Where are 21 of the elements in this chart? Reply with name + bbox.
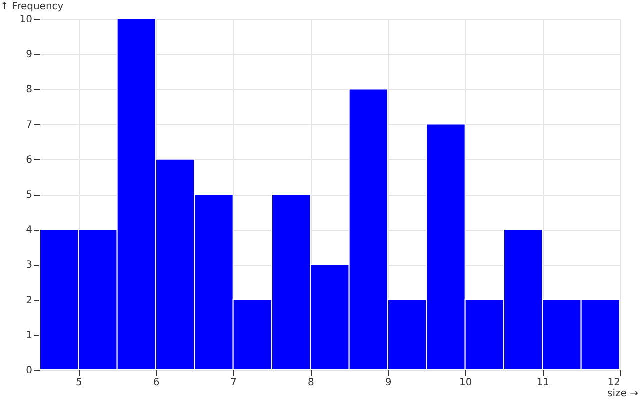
- x-tick-label: 7: [230, 378, 238, 388]
- x-tick-label: 11: [536, 378, 550, 388]
- x-tick-label: 12: [608, 378, 620, 388]
- x-axis-title: size →: [608, 388, 638, 400]
- y-tick-label: 9: [26, 50, 32, 61]
- y-tick-label: 2: [26, 295, 32, 306]
- y-tick-label: 6: [26, 154, 32, 166]
- x-tick-label: 5: [76, 378, 82, 388]
- y-tick-label: 3: [26, 260, 32, 272]
- y-tick-label: 5: [26, 190, 32, 201]
- y-tick-label: 10: [20, 14, 32, 26]
- y-tick-label: 1: [26, 330, 32, 342]
- y-tick-label: 8: [26, 84, 32, 96]
- x-tick-label: 8: [308, 378, 314, 388]
- x-tick-label: 6: [153, 378, 160, 388]
- x-tick-label: 9: [385, 378, 392, 388]
- y-tick-label: 7: [26, 120, 32, 131]
- y-tick-label: 4: [26, 225, 32, 236]
- x-tick-label: 10: [459, 378, 472, 388]
- y-tick-label: 0: [26, 366, 32, 376]
- y-axis-title: ↑ Frequency: [0, 2, 64, 12]
